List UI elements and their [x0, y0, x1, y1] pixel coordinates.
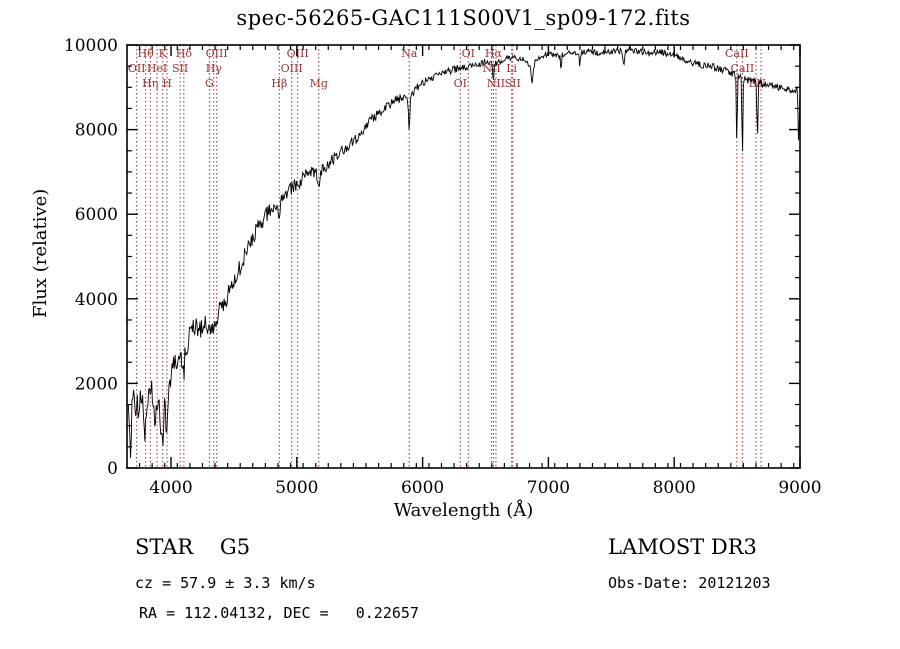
marker-label: CaII — [731, 62, 755, 75]
y-tick-label: 10000 — [64, 36, 118, 56]
marker-label: OIII — [287, 47, 309, 60]
marker-label: Mg — [310, 77, 328, 90]
marker-label: N — [756, 77, 766, 90]
marker-label: G — [205, 77, 214, 90]
marker-label: OI — [454, 77, 467, 90]
object-class-label: STAR G5 — [135, 535, 251, 559]
plot-frame — [126, 44, 801, 469]
marker-label: OI — [462, 47, 475, 60]
spectrum-path — [127, 45, 801, 459]
marker-label: Na — [401, 47, 418, 60]
y-tick-label: 8000 — [75, 121, 118, 141]
marker-label: SII — [505, 77, 521, 90]
x-tick-label: 9000 — [778, 478, 821, 498]
y-tick-label: 2000 — [75, 374, 118, 394]
x-axis-label: Wavelength (Å) — [393, 500, 534, 521]
cz-value: cz = 57.9 ± 3.3 km/s — [135, 574, 316, 592]
x-tick-label: 7000 — [527, 478, 570, 498]
y-tick-label: 4000 — [75, 290, 118, 310]
marker-label: CaII — [725, 47, 749, 60]
plot-title: spec-56265-GAC111S00V1_sp09-172.fits — [236, 6, 691, 30]
survey-label: LAMOST DR3 — [608, 535, 757, 559]
marker-label: OII — [128, 62, 146, 75]
marker-label: NII — [487, 77, 505, 90]
y-tick-label: 6000 — [75, 205, 118, 225]
y-tick-label: 0 — [107, 459, 118, 479]
obs-date-value: Obs-Date: 20121203 — [608, 574, 771, 592]
x-tick-label: 6000 — [401, 478, 444, 498]
marker-label: Hβ — [271, 77, 287, 90]
marker-label: OIII — [206, 47, 228, 60]
marker-label: Hα — [485, 47, 503, 60]
x-tick-label: 8000 — [653, 478, 696, 498]
x-tick-label: 4000 — [149, 478, 192, 498]
marker-label: Hγ — [206, 62, 223, 75]
x-tick-label: 5000 — [275, 478, 318, 498]
ra-dec-value: RA = 112.04132, DEC = 0.22657 — [139, 604, 419, 622]
marker-label: Hη — [142, 77, 158, 90]
marker-label: Li — [506, 62, 517, 75]
marker-label: H — [162, 77, 172, 90]
marker-label: HeI — [147, 62, 167, 75]
marker-label: OIII — [281, 62, 303, 75]
marker-label: K — [159, 47, 168, 60]
marker-label: SII — [172, 62, 188, 75]
